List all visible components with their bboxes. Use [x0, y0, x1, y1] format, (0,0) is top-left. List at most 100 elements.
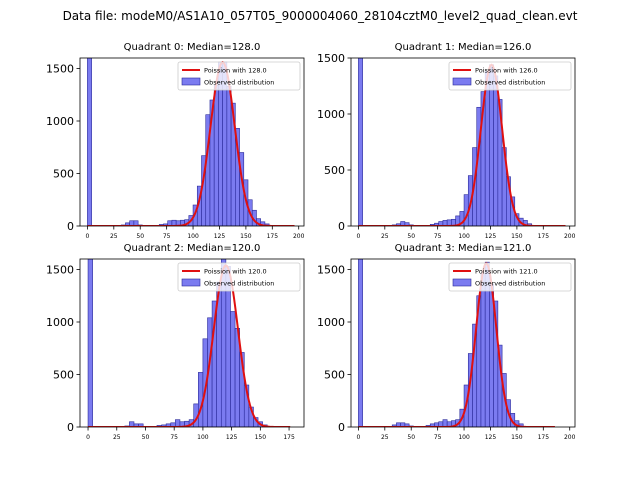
x-tick-label: 75	[434, 434, 442, 441]
x-tick-label: 25	[381, 434, 389, 441]
figure-suptitle: Data file: modeM0/AS1A10_057T05_90000040…	[63, 9, 578, 23]
histogram-bar	[484, 71, 490, 226]
x-tick-label: 200	[564, 233, 576, 240]
axes-frame	[350, 258, 576, 428]
histogram-bar	[358, 58, 363, 226]
x-tick-label: 150	[511, 233, 523, 240]
y-tick-label: 1500	[317, 52, 345, 65]
y-tick-label: 1000	[46, 316, 74, 329]
histogram-bar	[87, 58, 92, 226]
subplot-title: Quadrant 0: Median=128.0	[124, 42, 261, 53]
histogram-bar	[133, 220, 139, 226]
x-tick-label: 0	[86, 434, 90, 441]
x-tick-label: 0	[356, 434, 360, 441]
legend-hist-swatch	[452, 77, 472, 86]
y-tick-label: 1500	[46, 264, 74, 277]
y-tick-label: 1000	[317, 316, 345, 329]
x-tick-label: 175	[267, 233, 279, 240]
histogram-bars	[358, 259, 524, 427]
y-tick-label: 500	[324, 369, 345, 382]
histogram-bar	[230, 311, 236, 427]
subplot-title: Quadrant 1: Median=126.0	[395, 42, 532, 53]
legend-hist-label: Observed distribution	[204, 79, 274, 87]
y-tick-label: 0	[67, 220, 74, 233]
x-tick-label: 0	[85, 233, 89, 240]
x-tick-label: 150	[255, 434, 267, 441]
x-tick-label: 200	[564, 434, 576, 441]
histogram-bar	[358, 259, 363, 427]
legend-fit-label: Poission with 128.0	[204, 67, 267, 75]
histogram-bar	[213, 85, 219, 226]
y-tick-label: 0	[338, 220, 345, 233]
histogram-bar	[87, 259, 93, 427]
x-tick-label: 75	[163, 233, 171, 240]
legend: Poission with 121.0 Observed distribution	[448, 262, 572, 292]
axes-frame	[79, 258, 305, 428]
legend: Poission with 126.0 Observed distribution	[448, 61, 572, 91]
legend-box	[448, 262, 572, 292]
x-tick-label: 75	[170, 434, 178, 441]
x-tick-label: 100	[197, 434, 209, 441]
x-tick-label: 75	[434, 233, 442, 240]
x-tick-label: 100	[458, 233, 470, 240]
subplot-title: Quadrant 2: Median=120.0	[124, 243, 261, 254]
x-tick-label: 100	[187, 233, 199, 240]
x-tick-label: 50	[407, 434, 415, 441]
histogram-bar	[175, 419, 181, 427]
legend: Poission with 120.0 Observed distribution	[177, 262, 301, 292]
axes-frame	[350, 57, 576, 227]
histogram-bar	[493, 75, 499, 226]
histogram-bars	[87, 58, 270, 226]
x-tick-label: 125	[226, 434, 238, 441]
legend-hist-label: Observed distribution	[475, 280, 545, 288]
x-tick-label: 50	[142, 434, 150, 441]
y-tick-label: 1000	[317, 108, 345, 121]
x-tick-label: 25	[113, 434, 121, 441]
y-tick-label: 0	[67, 421, 74, 434]
y-tick-label: 1500	[317, 264, 345, 277]
subplot-quadrant-2: Quadrant 2: Median=120.0 0 25 50 75 100 125 150…	[46, 243, 305, 441]
x-tick-label: 125	[485, 434, 497, 441]
x-tick-label: 100	[458, 434, 470, 441]
x-tick-label: 200	[293, 233, 305, 240]
y-tick-label: 500	[53, 168, 74, 181]
x-tick-label: 50	[407, 233, 415, 240]
legend-box	[177, 61, 301, 91]
x-tick-label: 150	[240, 233, 252, 240]
legend-box	[177, 262, 301, 292]
subplot-quadrant-1: Quadrant 1: Median=126.0 0 25 50 75 100 125 150…	[317, 42, 576, 240]
x-tick-label: 150	[511, 434, 523, 441]
legend-fit-label: Poission with 120.0	[204, 268, 267, 276]
histogram-bar	[442, 419, 448, 427]
subplot-title: Quadrant 3: Median=121.0	[395, 243, 532, 254]
y-tick-label: 0	[338, 421, 345, 434]
x-tick-label: 175	[283, 434, 295, 441]
legend-hist-swatch	[181, 77, 201, 86]
y-tick-label: 1000	[46, 115, 74, 128]
legend-box	[448, 61, 572, 91]
poisson-fit-line	[87, 61, 295, 226]
axes-frame	[79, 57, 305, 227]
histogram-bar	[404, 423, 410, 427]
legend-hist-label: Observed distribution	[204, 280, 274, 288]
histogram-bar	[480, 273, 486, 427]
legend-hist-label: Observed distribution	[475, 79, 545, 87]
legend-hist-swatch	[181, 278, 201, 287]
subplots-container: Quadrant 0: Median=128.0 0 25 50 75 100 125 150…	[46, 42, 576, 441]
y-tick-label: 500	[324, 164, 345, 177]
legend: Poission with 128.0 Observed distribution	[177, 61, 301, 91]
subplot-quadrant-0: Quadrant 0: Median=128.0 0 25 50 75 100 125 150…	[46, 42, 305, 240]
y-tick-label: 1500	[46, 63, 74, 76]
x-tick-label: 25	[110, 233, 118, 240]
x-tick-label: 125	[214, 233, 226, 240]
histogram-bar	[226, 86, 232, 226]
x-tick-label: 175	[538, 434, 550, 441]
legend-fit-label: Poission with 121.0	[475, 268, 538, 276]
x-tick-label: 25	[381, 233, 389, 240]
x-tick-label: 0	[356, 233, 360, 240]
legend-hist-swatch	[452, 278, 472, 287]
x-tick-label: 175	[538, 233, 550, 240]
histogram-bar	[138, 423, 144, 427]
x-tick-label: 125	[485, 233, 497, 240]
